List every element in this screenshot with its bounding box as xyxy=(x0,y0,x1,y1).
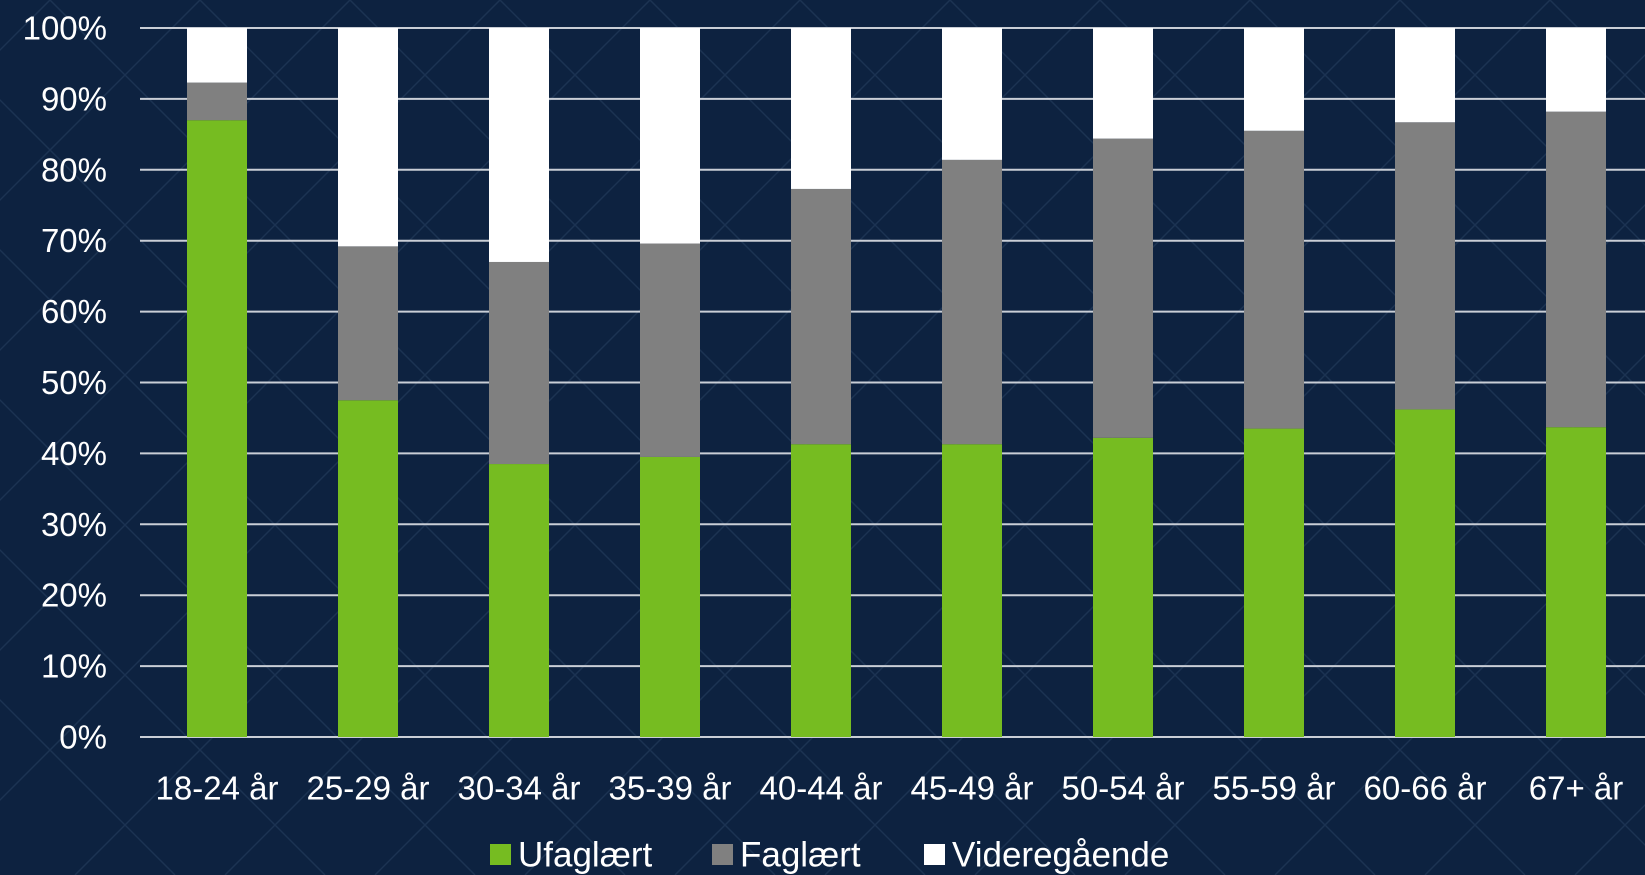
bar-segment xyxy=(1546,111,1606,428)
y-tick-label: 60% xyxy=(41,293,107,330)
bar-segment xyxy=(1546,28,1606,112)
bar-segment xyxy=(187,82,247,121)
bar-segment xyxy=(942,28,1002,160)
bar-segment xyxy=(338,246,398,401)
bar-segment xyxy=(489,28,549,262)
y-tick-label: 10% xyxy=(41,648,107,685)
bar-segment xyxy=(1244,130,1304,429)
y-tick-label: 30% xyxy=(41,506,107,543)
bar-segment xyxy=(1546,427,1606,737)
y-tick-label: 0% xyxy=(59,719,107,756)
bar-segment xyxy=(489,464,549,737)
legend-label: Videregående xyxy=(952,836,1169,875)
pattern-line xyxy=(499,0,1376,875)
bar-segment xyxy=(338,28,398,247)
pattern-line xyxy=(799,0,1645,847)
pattern-line xyxy=(1424,653,1645,875)
bar-segment xyxy=(640,456,700,737)
pattern-line xyxy=(1399,0,1645,247)
bar-segment xyxy=(1093,437,1153,737)
bar-segment xyxy=(1395,122,1455,410)
pattern-line xyxy=(0,0,201,202)
pattern-line xyxy=(0,698,176,875)
legend-swatch xyxy=(712,844,733,865)
x-category-label: 35-39 år xyxy=(609,770,732,807)
bar-segment xyxy=(1395,409,1455,737)
pattern-line xyxy=(0,98,776,875)
bar-segment xyxy=(942,159,1002,445)
bars-layer xyxy=(187,28,1606,738)
bar-segment xyxy=(640,28,700,244)
bar-segment xyxy=(187,120,247,738)
bar-segment xyxy=(1244,28,1304,131)
legend: Ufaglært Faglært Videregående xyxy=(490,836,1169,875)
bar-segment xyxy=(791,188,851,445)
legend-label: Faglært xyxy=(740,836,861,875)
pattern-line xyxy=(0,548,326,875)
bar-segment xyxy=(338,400,398,737)
legend-swatch xyxy=(924,844,945,865)
y-tick-label: 70% xyxy=(41,222,107,259)
x-category-label: 30-34 år xyxy=(458,770,581,807)
y-tick-label: 40% xyxy=(41,435,107,472)
x-category-label: 50-54 år xyxy=(1062,770,1185,807)
x-category-label: 45-49 år xyxy=(911,770,1034,807)
x-category-label: 40-44 år xyxy=(760,770,883,807)
bar-segment xyxy=(1244,428,1304,737)
y-tick-label: 100% xyxy=(23,10,107,47)
bar-segment xyxy=(187,28,247,83)
legend-label: Ufaglært xyxy=(518,836,652,875)
pattern-line xyxy=(649,0,1526,875)
y-tick-label: 20% xyxy=(41,577,107,614)
x-category-label: 67+ år xyxy=(1529,770,1624,807)
bar-segment xyxy=(942,444,1002,737)
x-category-label: 55-59 år xyxy=(1213,770,1336,807)
pattern-line xyxy=(0,398,476,875)
bar-segment xyxy=(1093,138,1153,438)
y-tick-label: 80% xyxy=(41,151,107,188)
bar-segment xyxy=(640,243,700,457)
x-category-label: 60-66 år xyxy=(1364,770,1487,807)
y-tick-label: 50% xyxy=(41,364,107,401)
bar-segment xyxy=(489,261,549,465)
x-axis-category-labels: 18-24 år 25-29 år 30-34 år 35-39 år 40-44 år… xyxy=(156,770,1624,807)
legend-swatch xyxy=(490,844,511,865)
bar-segment xyxy=(1093,28,1153,139)
y-tick-label: 90% xyxy=(41,80,107,117)
x-category-label: 18-24 år xyxy=(156,770,279,807)
bar-segment xyxy=(1395,28,1455,123)
y-axis-tick-labels: 0% 10% 20% 30% 40% 50% 60% 70% 80% 90% 100% xyxy=(23,10,107,756)
x-category-label: 25-29 år xyxy=(307,770,430,807)
bar-segment xyxy=(791,444,851,737)
bar-segment xyxy=(791,28,851,189)
